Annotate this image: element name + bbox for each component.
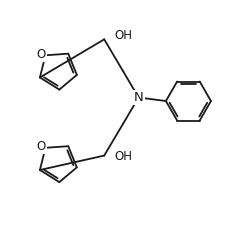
Text: O: O: [37, 140, 46, 153]
Text: OH: OH: [114, 29, 132, 42]
Text: OH: OH: [114, 150, 132, 163]
Text: N: N: [134, 91, 143, 104]
Text: O: O: [37, 48, 46, 60]
